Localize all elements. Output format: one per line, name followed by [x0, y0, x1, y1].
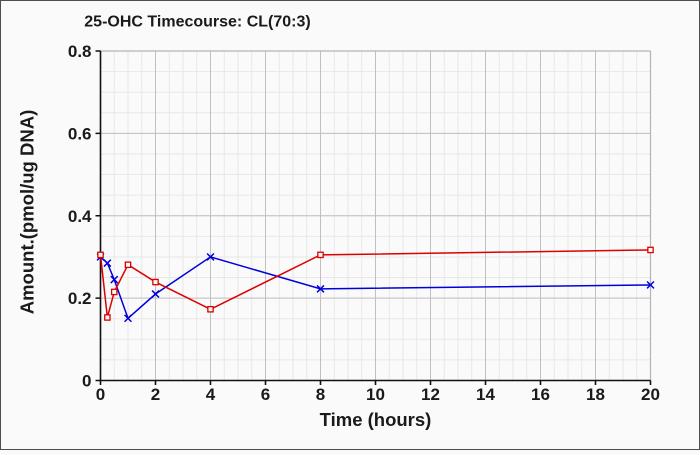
svg-text:0.8: 0.8 [68, 42, 92, 61]
svg-text:2: 2 [151, 385, 160, 404]
svg-text:Amount.(pmol/ug DNA): Amount.(pmol/ug DNA) [17, 110, 38, 315]
svg-text:25-OHC Timecourse: CL(70:3): 25-OHC Timecourse: CL(70:3) [84, 14, 310, 31]
svg-text:8: 8 [316, 385, 325, 404]
svg-text:0.2: 0.2 [68, 289, 92, 308]
svg-text:20: 20 [641, 385, 660, 404]
svg-text:Time (hours): Time (hours) [320, 409, 432, 430]
svg-text:0: 0 [96, 385, 105, 404]
svg-text:16: 16 [531, 385, 550, 404]
svg-text:0.6: 0.6 [68, 124, 92, 143]
svg-text:6: 6 [261, 385, 270, 404]
svg-text:18: 18 [586, 385, 605, 404]
svg-text:14: 14 [476, 385, 495, 404]
svg-text:12: 12 [421, 385, 440, 404]
svg-text:0.4: 0.4 [68, 207, 92, 226]
svg-text:10: 10 [366, 385, 385, 404]
svg-text:0: 0 [82, 372, 91, 391]
svg-text:4: 4 [206, 385, 216, 404]
